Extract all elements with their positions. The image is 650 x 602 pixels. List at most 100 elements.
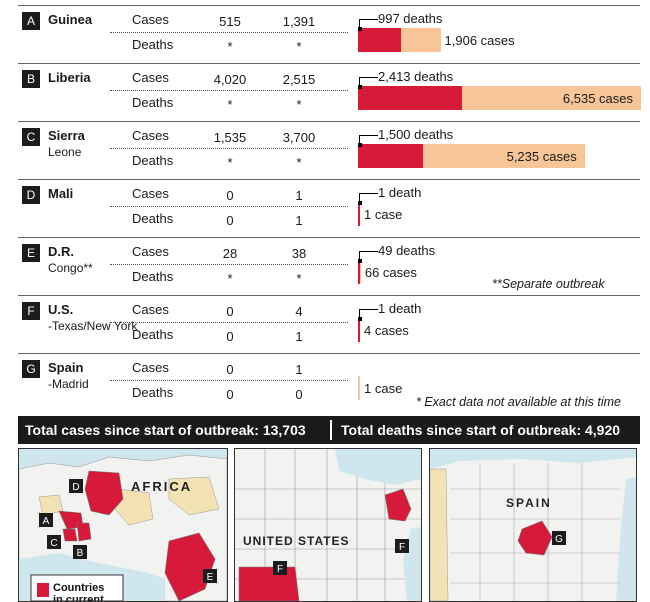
cases-label: Cases xyxy=(132,302,169,317)
cases-label: Cases xyxy=(132,244,169,259)
svg-text:in current: in current xyxy=(53,594,104,601)
deaths-value-a: 0 xyxy=(226,387,234,402)
deaths-label: Deaths xyxy=(132,327,174,342)
country-subname: -Texas/New York xyxy=(48,319,138,333)
deaths-leader-line xyxy=(359,19,378,30)
marker-f-newyork: F xyxy=(395,539,409,553)
dotted-separator xyxy=(110,32,348,33)
row-divider xyxy=(18,121,640,122)
africa-map-label: AFRICA xyxy=(131,479,190,494)
country-name-text: Mali xyxy=(48,186,74,201)
country-row: G Spain -Madrid Cases Deaths 0 1 0 0 1 case xyxy=(18,353,640,408)
cases-data-label: 1 case xyxy=(364,381,403,396)
deaths-value-a: 0 xyxy=(226,213,234,228)
deaths-leader-dot xyxy=(358,143,362,147)
cases-label: Cases xyxy=(132,12,169,27)
deaths-value-a: * xyxy=(227,155,233,170)
deaths-bar xyxy=(358,260,361,284)
africa-map: AFRICA D A C B E Countries in current xyxy=(18,448,228,602)
deaths-value-a: 0 xyxy=(226,329,234,344)
svg-text:Countries: Countries xyxy=(53,582,104,594)
totals-banner: Total cases since start of outbreak: 13,… xyxy=(18,416,640,444)
deaths-value-b: 1 xyxy=(295,329,303,344)
deaths-leader-dot xyxy=(358,317,362,321)
dotted-separator xyxy=(110,264,348,265)
deaths-value-b: * xyxy=(296,97,302,112)
country-letter-badge: D xyxy=(22,186,40,204)
deaths-label: Deaths xyxy=(132,153,174,168)
deaths-bar xyxy=(358,86,463,110)
total-cases: Total cases since start of outbreak: 13,… xyxy=(25,422,306,438)
cases-data-label: 1,906 cases xyxy=(444,33,515,48)
dotted-separator xyxy=(110,322,348,323)
row-divider xyxy=(18,353,640,354)
deaths-leader-line xyxy=(359,193,378,204)
svg-text:C: C xyxy=(50,538,57,549)
deaths-value-a: * xyxy=(227,97,233,112)
marker-f-texas: F xyxy=(273,561,287,575)
dotted-separator xyxy=(110,380,348,381)
cases-value-a: 4,020 xyxy=(213,72,247,87)
exact-data-note: * Exact data not available at this time xyxy=(416,395,621,409)
deaths-data-label: 1 death xyxy=(378,301,422,316)
total-deaths: Total deaths since start of outbreak: 4,… xyxy=(341,422,621,438)
cases-value-a: 0 xyxy=(226,304,234,319)
country-name-text: Liberia xyxy=(48,70,91,85)
deaths-leader-line xyxy=(359,251,378,262)
row-divider xyxy=(18,237,640,238)
deaths-value-b: * xyxy=(296,39,302,54)
marker-a: A xyxy=(39,513,53,527)
cases-value-a: 0 xyxy=(226,362,234,377)
country-letter-badge: F xyxy=(22,302,40,320)
cases-label: Cases xyxy=(132,128,169,143)
deaths-value-b: * xyxy=(296,271,302,286)
cases-value-b: 1 xyxy=(295,362,303,377)
deaths-leader-line xyxy=(359,309,378,320)
dotted-separator xyxy=(110,148,348,149)
svg-text:SPAIN: SPAIN xyxy=(506,496,552,510)
country-name: Spain -Madrid xyxy=(48,360,89,392)
deaths-value-b: * xyxy=(296,155,302,170)
cases-value-b: 38 xyxy=(291,246,307,261)
deaths-label: Deaths xyxy=(132,37,174,52)
svg-text:F: F xyxy=(277,564,283,575)
cases-data-label: 5,235 cases xyxy=(506,149,577,164)
country-subname: -Madrid xyxy=(48,377,89,391)
country-name: Liberia xyxy=(48,70,91,86)
cases-label: Cases xyxy=(132,186,169,201)
spain-map: SPAIN G xyxy=(429,448,637,602)
deaths-leader-dot xyxy=(358,27,362,31)
marker-e: E xyxy=(203,569,217,583)
deaths-data-label: 997 deaths xyxy=(378,11,443,26)
country-row: E D.R. Congo** Cases Deaths 28 38 * * 49 deaths 66… xyxy=(18,237,640,296)
deaths-leader-line xyxy=(359,77,378,88)
country-letter-badge: C xyxy=(22,128,40,146)
marker-c: C xyxy=(47,535,61,549)
row-divider xyxy=(18,179,640,180)
deaths-data-label: 1 death xyxy=(378,185,422,200)
cases-value-b: 4 xyxy=(295,304,303,319)
cases-value-b: 3,700 xyxy=(282,130,316,145)
svg-text:F: F xyxy=(399,542,405,553)
us-map: UNITED STATES F F xyxy=(234,448,422,602)
svg-text:A: A xyxy=(43,516,50,527)
cases-label: Cases xyxy=(132,360,169,375)
cases-data-label: 4 cases xyxy=(364,323,409,338)
country-name-text: D.R. xyxy=(48,244,74,259)
deaths-data-label: 2,413 deaths xyxy=(378,69,454,84)
cases-value-b: 2,515 xyxy=(282,72,316,87)
row-divider xyxy=(18,5,640,6)
svg-text:E: E xyxy=(207,572,214,583)
us-map-label: UNITED STATES xyxy=(243,534,349,548)
svg-text:D: D xyxy=(72,482,79,493)
cases-value-a: 28 xyxy=(222,246,238,261)
deaths-data-label: 1,500 deaths xyxy=(378,127,454,142)
deaths-data-label: 49 deaths xyxy=(378,243,436,258)
totals-divider xyxy=(330,420,332,440)
country-name: Mali xyxy=(48,186,73,202)
country-name-text: Spain xyxy=(48,360,84,375)
svg-text:G: G xyxy=(555,534,563,545)
dotted-separator xyxy=(110,90,348,91)
cases-data-label: 66 cases xyxy=(364,265,417,280)
cases-data-label: 1 case xyxy=(364,207,403,222)
